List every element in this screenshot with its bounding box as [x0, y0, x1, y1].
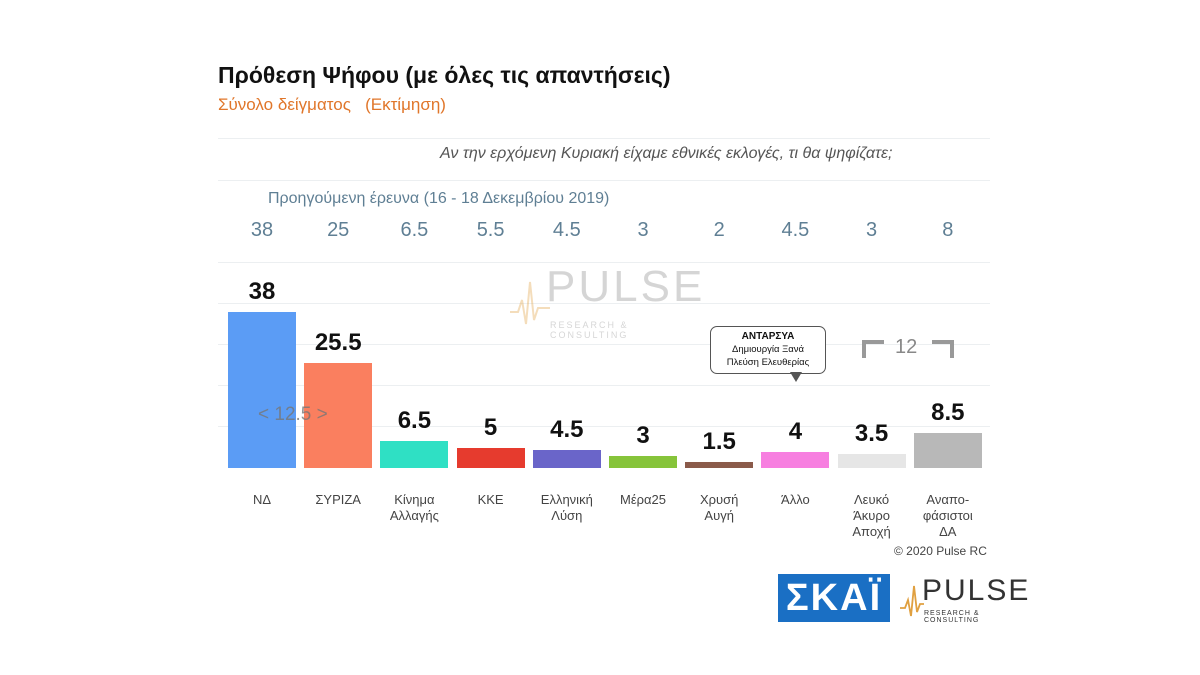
- pulse-logo-wave-icon: [900, 585, 924, 617]
- pulse-logo: PULSE RESEARCH & CONSULTING: [900, 574, 1030, 624]
- pulse-watermark: PULSE RESEARCH & CONSULTING: [510, 262, 710, 342]
- previous-value-label: 3: [637, 219, 649, 241]
- pulse-logo-tagline: RESEARCH & CONSULTING: [924, 610, 980, 624]
- category-label: Αναπο-φάσιστοι ΔΑ: [922, 492, 973, 539]
- bar-value-label: 3: [636, 421, 650, 449]
- callout-line1: Δημιουργία Ξανά: [732, 344, 804, 355]
- grid-line: [218, 138, 990, 139]
- category-label: ΣΥΡΙΖΑ: [315, 492, 361, 507]
- previous-value-label: 5.5: [476, 219, 505, 241]
- category-label: Κίνημα Αλλαγής: [389, 492, 439, 523]
- watermark-brand: PULSE: [546, 262, 706, 311]
- previous-value-label: 4.5: [781, 219, 810, 241]
- pulse-logo-text: PULSE: [922, 574, 1031, 607]
- bar-value-label: 6.5: [397, 407, 432, 435]
- callout-title: ΑΝΤΑΡΣΥΑ: [741, 331, 795, 342]
- pulse-wave-icon: [510, 281, 550, 325]
- survey-question: Αν την ερχόμενη Κυριακή είχαμε εθνικές ε…: [440, 145, 893, 162]
- bar: [913, 433, 982, 468]
- previous-value-label: 25: [327, 219, 350, 241]
- bar: [304, 363, 373, 468]
- gap-annotation: < 12.5 >: [258, 404, 328, 425]
- skai-logo: ΣΚΑΪ: [778, 574, 890, 622]
- previous-value-label: 6.5: [400, 219, 429, 241]
- bar: [761, 451, 830, 468]
- bar-value-label: 38: [248, 278, 276, 306]
- watermark-tagline: RESEARCH & CONSULTING: [550, 320, 629, 340]
- category-label: Άλλο: [781, 492, 810, 507]
- callout-box: ΑΝΤΑΡΣΥΑ Δημιουργία Ξανά Πλεύση Ελευθερί…: [710, 326, 826, 374]
- bar-value-label: 3.5: [854, 419, 889, 447]
- grid-line: [218, 426, 990, 427]
- bar: [532, 449, 601, 468]
- previous-value-label: 38: [250, 219, 274, 241]
- bar: [685, 461, 754, 468]
- category-label: Χρυσή Αυγή: [699, 492, 739, 523]
- bar-value-label: 4: [788, 417, 803, 445]
- chart-subtitle: Σύνολο δείγματος (Εκτίμηση): [218, 95, 446, 114]
- callout-line2: Πλεύση Ελευθερίας: [726, 357, 810, 368]
- category-label: Λευκό Άκυρο Αποχή: [852, 492, 891, 539]
- copyright-text: © 2020 Pulse RC: [894, 544, 987, 558]
- bar-value-label: 4.5: [550, 415, 584, 443]
- grid-line: [218, 303, 990, 304]
- previous-survey-label: Προηγούμενη έρευνα (16 - 18 Δεκεμβρίου 2…: [268, 190, 610, 207]
- grid-line: [218, 344, 990, 345]
- bar-value-label: 8.5: [931, 399, 965, 427]
- category-label: Ελληνική Λύση: [540, 492, 593, 523]
- grid-line: [218, 180, 990, 181]
- bar-value-label: 5: [483, 413, 498, 441]
- bar: [609, 455, 677, 468]
- bar-value-label: 1.5: [702, 427, 736, 455]
- bracket-annotation: [862, 340, 954, 358]
- bracket-value: 12: [895, 336, 918, 358]
- bar-value-label: 25.5: [314, 329, 362, 357]
- previous-value-label: 3: [866, 219, 878, 241]
- grid-line: [218, 385, 990, 386]
- bar: [228, 312, 296, 468]
- bar: [837, 453, 906, 468]
- previous-value-label: 8: [942, 219, 954, 241]
- bar: [380, 441, 449, 468]
- chart-title: Πρόθεση Ψήφου (με όλες τις απαντήσεις): [218, 62, 671, 88]
- bar: [456, 447, 525, 468]
- previous-value-label: 4.5: [552, 219, 581, 241]
- category-label: Μέρα25: [620, 492, 666, 507]
- grid-line: [218, 262, 990, 263]
- category-label: ΝΔ: [252, 492, 272, 507]
- callout-tail: [790, 372, 802, 382]
- category-label: ΚΚΕ: [477, 492, 504, 507]
- previous-value-label: 2: [713, 219, 725, 241]
